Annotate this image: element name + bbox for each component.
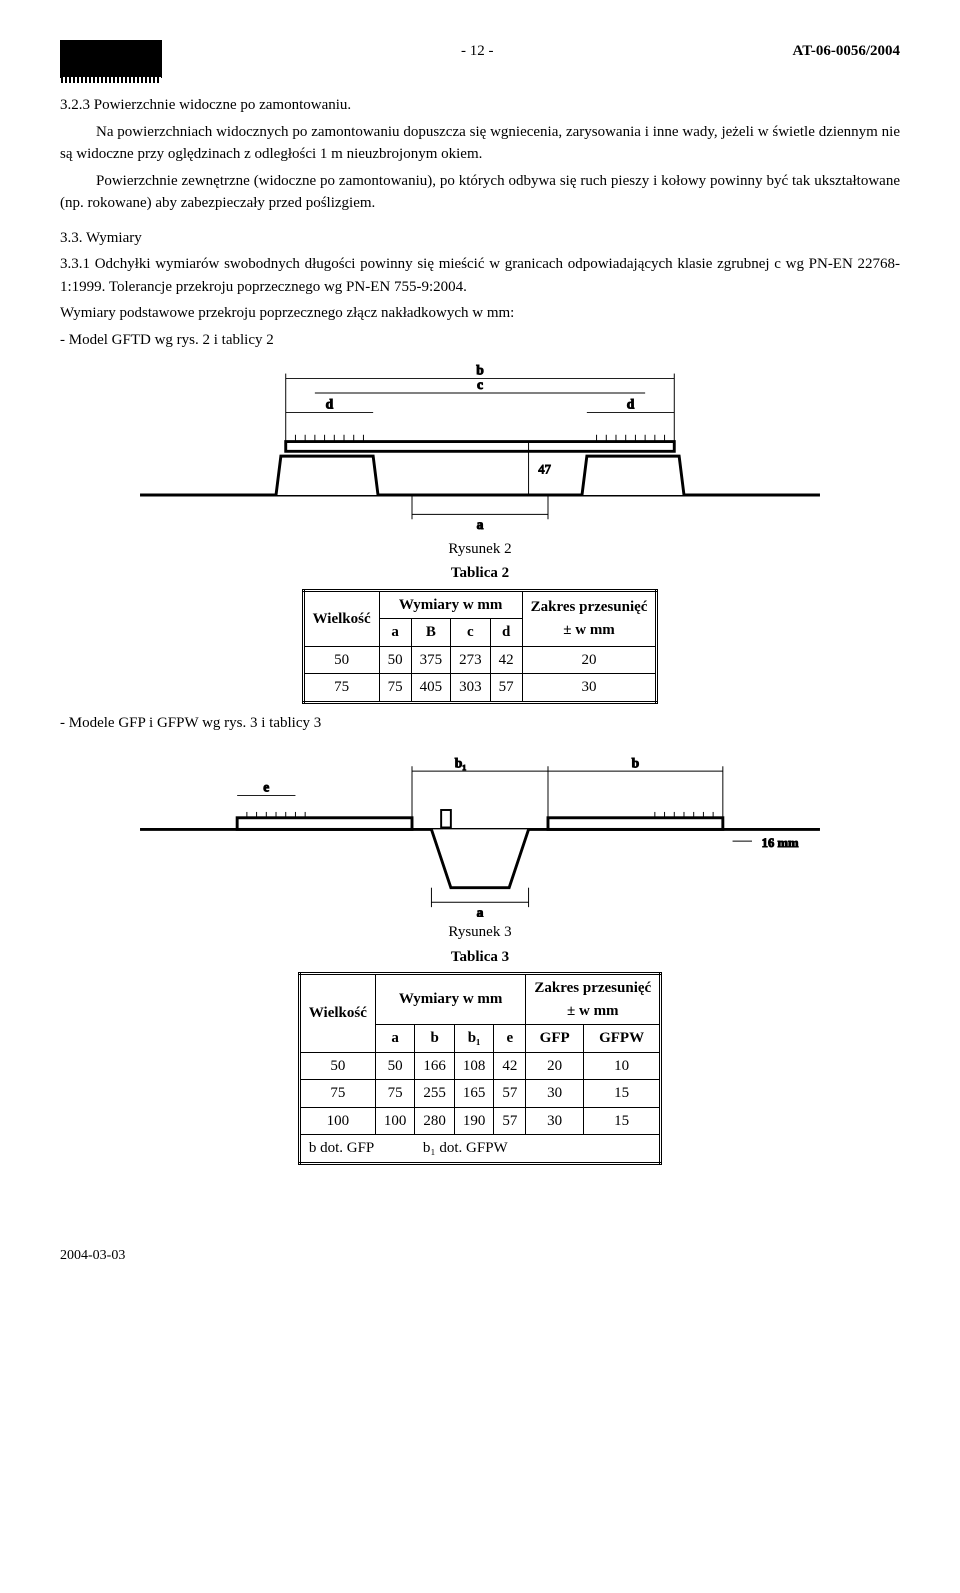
section-323-para2: Powierzchnie zewnętrzne (widoczne po zam… (60, 170, 900, 215)
table-row: 75 75 255 165 57 30 15 (299, 1080, 660, 1108)
section-33-line1: Wymiary podstawowe przekroju poprzeczneg… (60, 302, 900, 325)
section-33-heading: 3.3. Wymiary (60, 227, 900, 250)
model-gfp-label: - Modele GFP i GFPW wg rys. 3 i tablicy … (60, 712, 900, 735)
svg-text:e: e (263, 780, 269, 795)
svg-text:b: b (476, 363, 484, 378)
svg-text:a: a (477, 905, 484, 917)
svg-text:b₁: b₁ (455, 756, 467, 771)
col-dims: Wymiary w mm (379, 590, 522, 619)
table-3-caption: Tablica 3 (60, 946, 900, 969)
col-size: Wielkość (303, 590, 379, 646)
model-gftd-label: - Model GFTD wg rys. 2 i tablicy 2 (60, 329, 900, 352)
figure-3-diagram: b₁ b e 16 mm a (140, 742, 820, 917)
table-row: 75 75 405 303 57 30 (303, 674, 657, 703)
table-2-caption: Tablica 2 (60, 562, 900, 585)
svg-text:47: 47 (538, 463, 551, 477)
figure-3-caption: Rysunek 3 (60, 921, 900, 944)
col-range: Zakres przesunięć± w mm (522, 590, 657, 646)
section-323-heading: 3.2.3 Powierzchnie widoczne po zamontowa… (60, 94, 900, 117)
col-dims: Wymiary w mm (375, 974, 526, 1025)
table-row: 50 50 375 273 42 20 (303, 646, 657, 674)
page-header: - 12 - AT-06-0056/2004 (60, 40, 900, 78)
table-2: Wielkość Wymiary w mm Zakres przesunięć±… (302, 589, 659, 704)
table-row: Wielkość Wymiary w mm Zakres przesunięć±… (299, 974, 660, 1025)
section-331-para: 3.3.1 Odchyłki wymiarów swobodnych długo… (60, 253, 900, 298)
logo (60, 40, 162, 78)
svg-text:a: a (477, 517, 484, 532)
col-size: Wielkość (299, 974, 375, 1053)
table-row: Wielkość Wymiary w mm Zakres przesunięć±… (303, 590, 657, 619)
svg-text:c: c (477, 377, 483, 392)
svg-text:b: b (632, 756, 640, 771)
svg-text:16 mm: 16 mm (762, 836, 799, 850)
figure-2-caption: Rysunek 2 (60, 538, 900, 561)
table-row: b dot. GFP b₁ dot. GFPW (299, 1135, 660, 1164)
table-row: 50 50 166 108 42 20 10 (299, 1052, 660, 1080)
section-323-para1: Na powierzchniach widocznych po zamontow… (60, 121, 900, 166)
doc-id: AT-06-0056/2004 (792, 40, 900, 63)
table-row: 100 100 280 190 57 30 15 (299, 1107, 660, 1135)
page-number: - 12 - (162, 40, 792, 63)
table-3: Wielkość Wymiary w mm Zakres przesunięć±… (298, 972, 662, 1165)
svg-text:d: d (326, 397, 334, 412)
figure-2-diagram: b c d d a 47 (140, 359, 820, 534)
col-range: Zakres przesunięć± w mm (526, 974, 661, 1025)
svg-text:d: d (627, 397, 635, 412)
footer-date: 2004-03-03 (60, 1245, 900, 1266)
